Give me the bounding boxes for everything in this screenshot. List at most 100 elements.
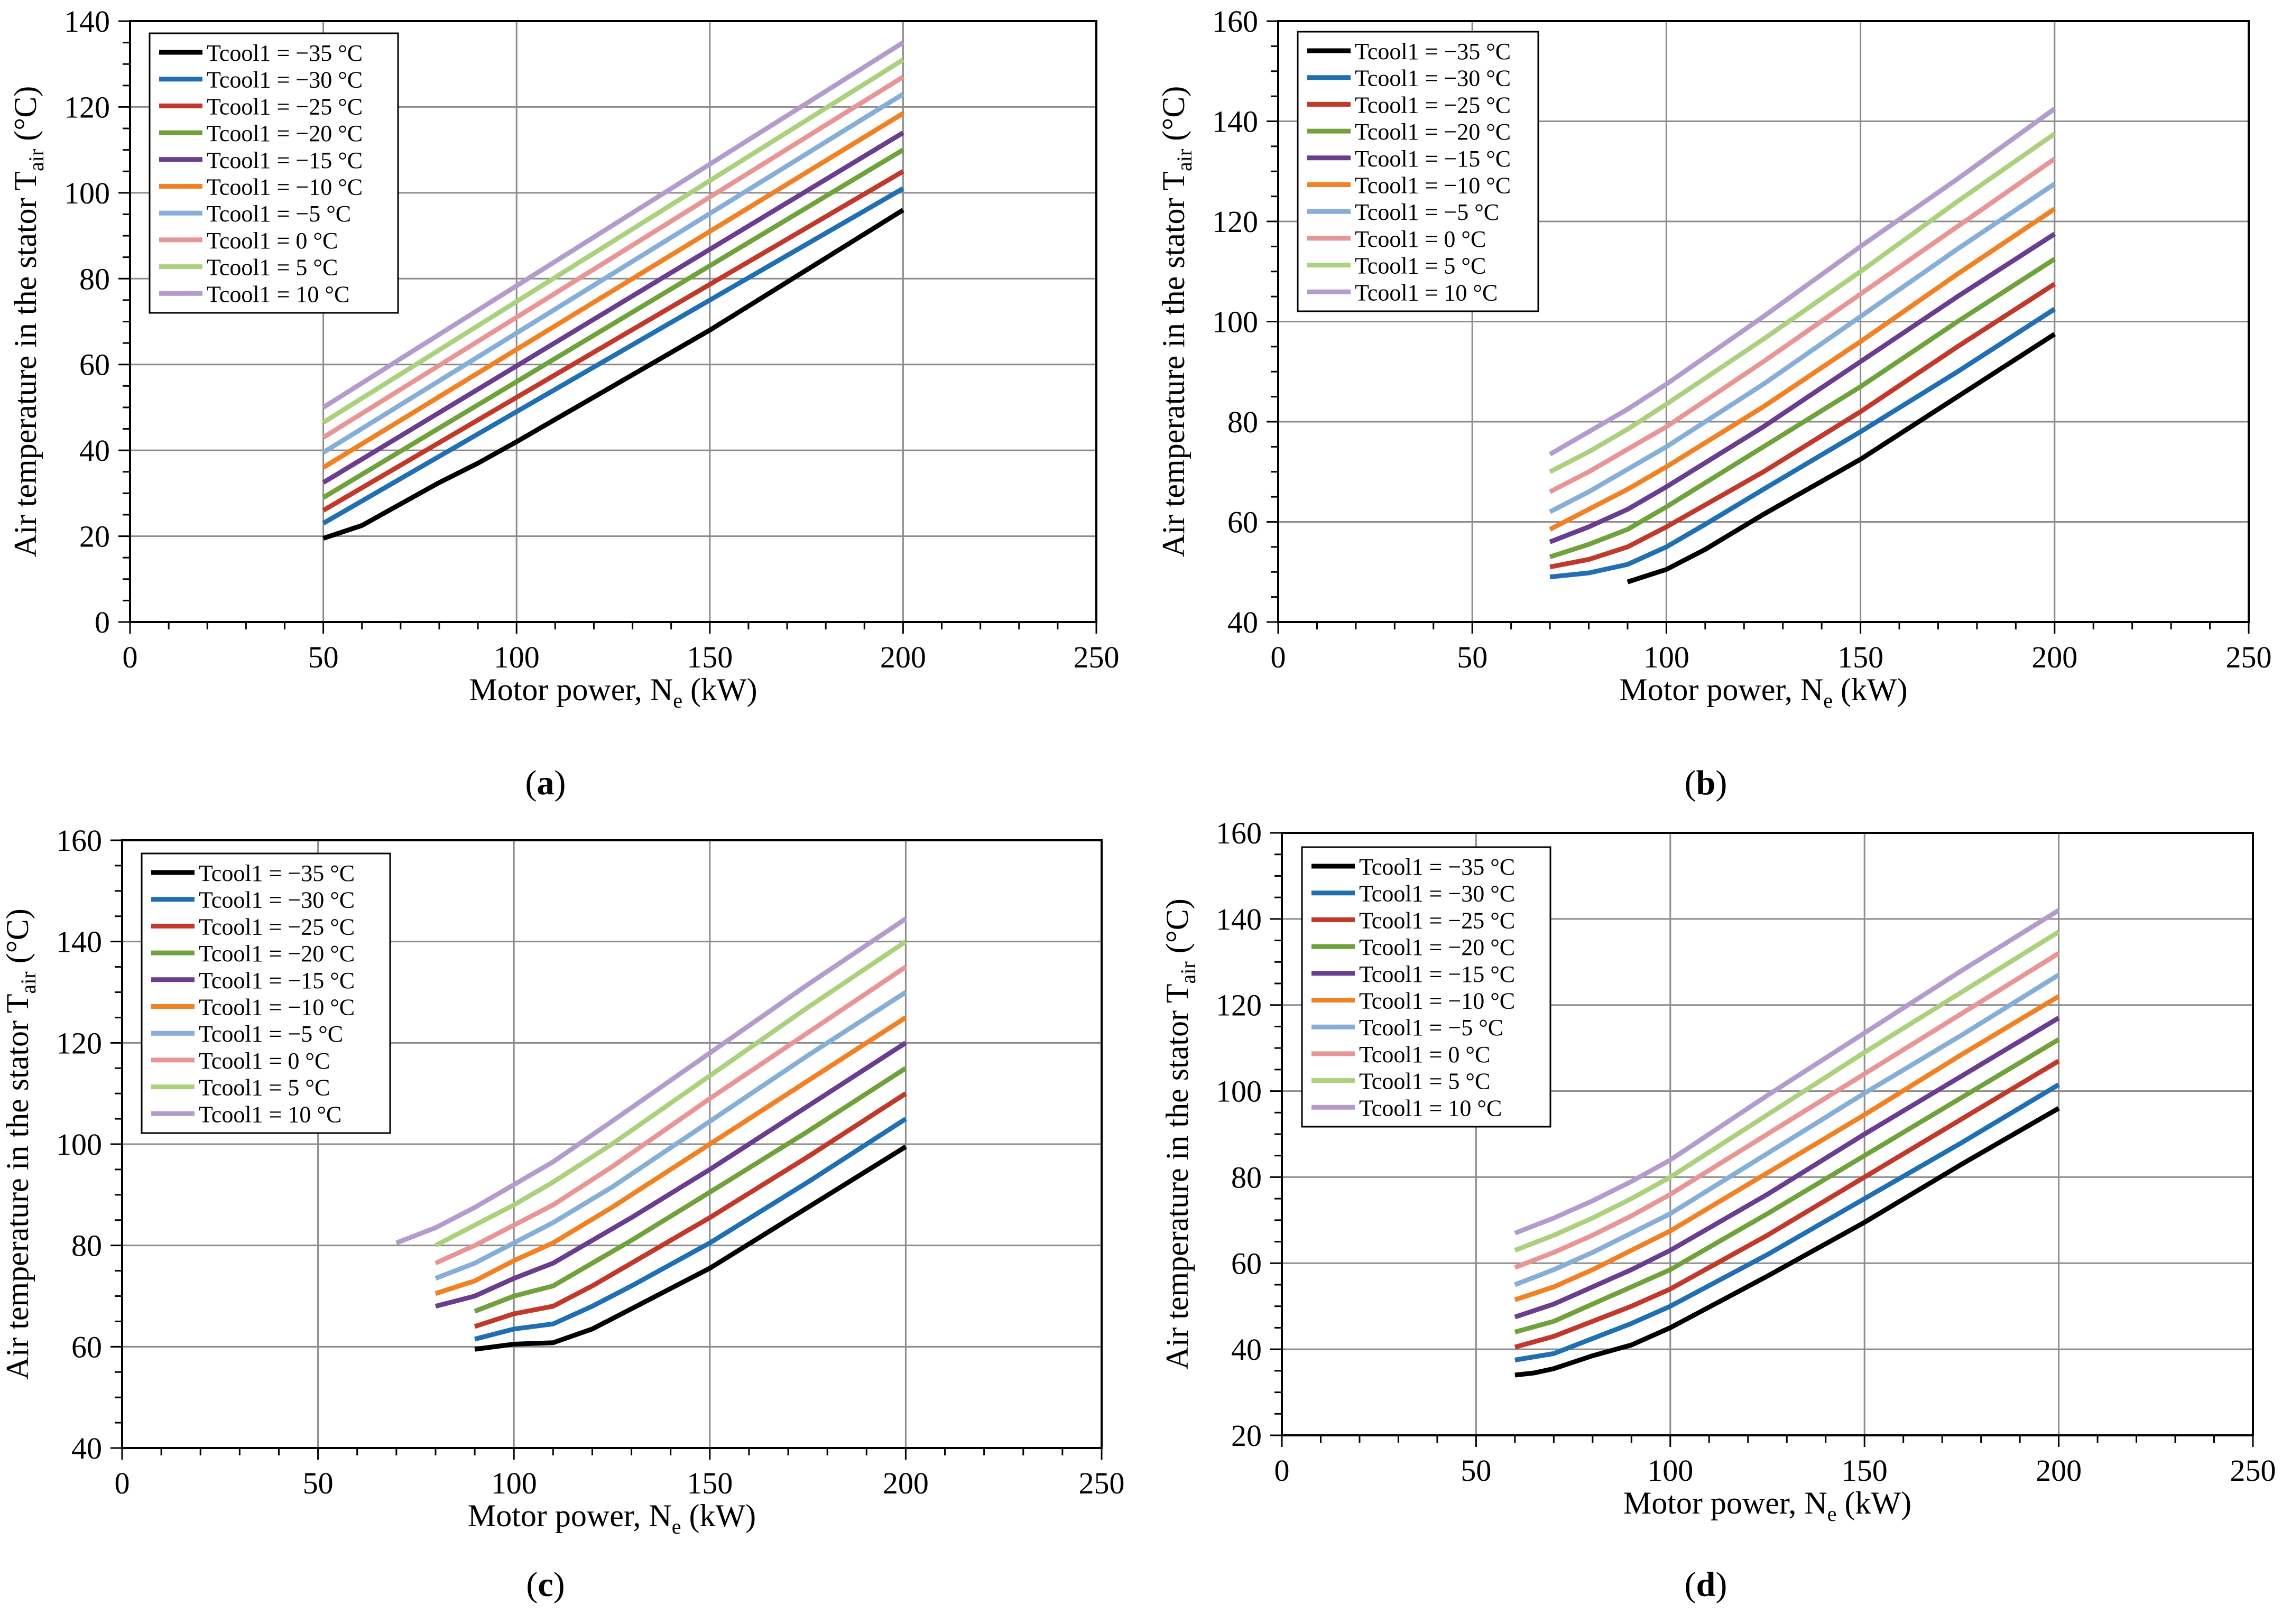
x-tick-label: 150 bbox=[687, 640, 733, 674]
y-tick-label: 160 bbox=[56, 823, 102, 858]
x-tick-label: 100 bbox=[491, 1466, 537, 1500]
series-line-10 bbox=[395, 916, 907, 1246]
y-tick-label: 120 bbox=[64, 90, 110, 124]
series-line-2 bbox=[322, 186, 904, 526]
x-tick-label: 100 bbox=[494, 640, 540, 674]
x-tick-label: 200 bbox=[2031, 640, 2077, 674]
x-tick-label: 0 bbox=[1271, 640, 1286, 674]
series-line-9 bbox=[1514, 930, 2060, 1253]
plot-frame bbox=[1281, 832, 2254, 1436]
series-line-4 bbox=[474, 1066, 907, 1314]
legend-label-10: Tcool1 = 10 °C bbox=[1355, 280, 1498, 305]
legend-label-7: Tcool1 = −5 °C bbox=[207, 201, 351, 227]
y-tick-label: 120 bbox=[1216, 988, 1262, 1023]
x-tick-label: 0 bbox=[1274, 1453, 1290, 1488]
legend-label-9: Tcool1 = 5 °C bbox=[1355, 253, 1486, 279]
legend-label-1: Tcool1 = −35 °C bbox=[207, 40, 363, 66]
series-line-7 bbox=[322, 92, 904, 455]
x-axis-label: Motor power, Ne (kW) bbox=[469, 672, 757, 712]
y-tick-label: 0 bbox=[95, 605, 110, 639]
y-tick-label: 160 bbox=[1212, 4, 1258, 39]
x-axis-label: Motor power, Ne (kW) bbox=[1619, 672, 1907, 712]
legend-label-5: Tcool1 = −15 °C bbox=[207, 147, 363, 173]
series-line-1 bbox=[322, 208, 904, 541]
legend-label-4: Tcool1 = −20 °C bbox=[207, 120, 363, 146]
series-line-3 bbox=[1514, 1059, 2060, 1350]
x-tick-label: 200 bbox=[2036, 1453, 2082, 1488]
series-line-1 bbox=[1514, 1106, 2060, 1378]
x-tick-label: 100 bbox=[1643, 640, 1689, 674]
legend-label-2: Tcool1 = −30 °C bbox=[199, 887, 355, 913]
legend-label-5: Tcool1 = −15 °C bbox=[1355, 146, 1511, 172]
series-line-1 bbox=[474, 1144, 907, 1352]
series-line-2 bbox=[1549, 307, 2056, 580]
panel-c: 0 50 100 150 200 250 40 60 80 100 120 140 160 Motor p… bbox=[0, 823, 1125, 1604]
x-tick-label: 50 bbox=[303, 1466, 334, 1500]
panel-label: (b) bbox=[1685, 764, 1727, 802]
legend-label-8: Tcool1 = 0 °C bbox=[1355, 226, 1486, 252]
series-line-3 bbox=[322, 169, 904, 513]
series-line-4 bbox=[322, 147, 904, 500]
legend-label-10: Tcool1 = 10 °C bbox=[207, 281, 349, 307]
legend-label-4: Tcool1 = −20 °C bbox=[1359, 934, 1515, 960]
legend-label-6: Tcool1 = −10 °C bbox=[199, 995, 355, 1020]
x-tick-label: 250 bbox=[1079, 1466, 1125, 1500]
series-line-9 bbox=[434, 939, 907, 1248]
legend-label-7: Tcool1 = −5 °C bbox=[1355, 199, 1499, 225]
x-tick-label: 200 bbox=[880, 640, 926, 674]
x-tick-label: 50 bbox=[308, 640, 339, 674]
y-axis-label: Air temperature in the stator Tair (°C) bbox=[1160, 898, 1200, 1369]
legend-label-5: Tcool1 = −15 °C bbox=[1359, 961, 1515, 987]
panel-d: 0 50 100 150 200 250 20 40 60 80 100 120 140 160 Motor… bbox=[1160, 816, 2276, 1604]
y-tick-label: 100 bbox=[1212, 305, 1258, 339]
legend-label-1: Tcool1 = −35 °C bbox=[1355, 39, 1511, 64]
plot-frame bbox=[129, 20, 1097, 623]
series-line-7 bbox=[435, 990, 907, 1281]
x-tick-label: 50 bbox=[1461, 1453, 1491, 1488]
series-line-10 bbox=[322, 40, 904, 410]
legend-label-4: Tcool1 = −20 °C bbox=[199, 941, 355, 967]
panel-b: 0 50 100 150 200 250 40 60 80 100 120 140 160 Motor p… bbox=[1156, 4, 2272, 802]
series-line-8 bbox=[322, 75, 904, 440]
y-tick-label: 40 bbox=[1227, 605, 1258, 639]
x-axis-label: Motor power, Ne (kW) bbox=[1623, 1486, 1911, 1526]
y-axis-label: Air temperature in the stator Tair (°C) bbox=[8, 86, 48, 557]
series-line-1 bbox=[1627, 332, 2056, 584]
series-line-3 bbox=[1549, 282, 2056, 570]
series-line-10 bbox=[1514, 908, 2060, 1236]
y-tick-label: 40 bbox=[79, 433, 110, 468]
legend-label-2: Tcool1 = −30 °C bbox=[1359, 881, 1515, 907]
legend-label-6: Tcool1 = −10 °C bbox=[1359, 988, 1515, 1014]
y-tick-label: 60 bbox=[1231, 1246, 1262, 1280]
legend-label-10: Tcool1 = 10 °C bbox=[199, 1101, 341, 1127]
series-line-8 bbox=[1514, 951, 2060, 1270]
y-tick-label: 80 bbox=[1231, 1160, 1262, 1194]
legend-label-7: Tcool1 = −5 °C bbox=[199, 1021, 343, 1047]
panel-label: (a) bbox=[525, 764, 566, 802]
x-axis-label: Motor power, Ne (kW) bbox=[468, 1498, 756, 1538]
series-line-6 bbox=[1549, 207, 2056, 532]
series-line-4 bbox=[1549, 257, 2056, 560]
y-tick-label: 160 bbox=[1216, 816, 1262, 850]
y-tick-label: 100 bbox=[1216, 1074, 1262, 1109]
series-line-8 bbox=[435, 964, 907, 1266]
plot-frame bbox=[121, 839, 1103, 1449]
series-line-4 bbox=[1514, 1037, 2060, 1334]
legend-label-8: Tcool1 = 0 °C bbox=[199, 1048, 330, 1074]
series-line-2 bbox=[474, 1117, 907, 1342]
series-line-7 bbox=[1514, 972, 2060, 1287]
y-tick-label: 140 bbox=[56, 925, 102, 959]
series-line-8 bbox=[1549, 156, 2056, 494]
legend-label-3: Tcool1 = −25 °C bbox=[1359, 907, 1515, 933]
series-line-2 bbox=[1514, 1082, 2060, 1362]
panel-label: (d) bbox=[1685, 1565, 1727, 1604]
y-tick-label: 100 bbox=[64, 176, 110, 210]
series-lines bbox=[1548, 107, 2056, 584]
legend-label-4: Tcool1 = −20 °C bbox=[1355, 119, 1511, 145]
y-tick-label: 80 bbox=[1227, 405, 1258, 439]
